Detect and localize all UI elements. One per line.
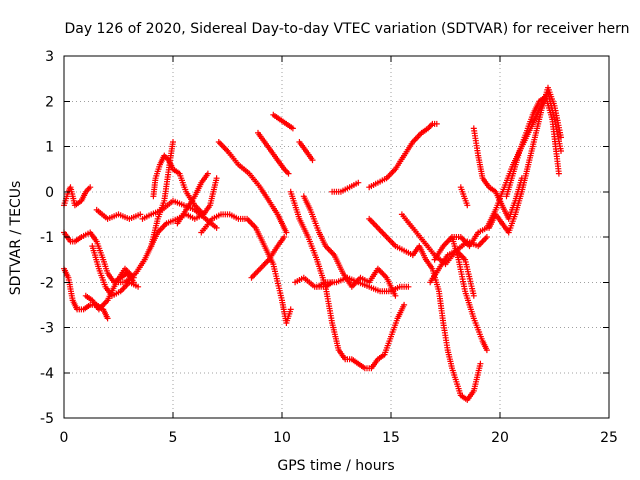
series-sat-q [296, 139, 316, 164]
series-points-sat-ac [457, 184, 471, 209]
series-sat-u [313, 274, 412, 295]
series-points-sat-a [61, 184, 94, 209]
series-sat-l [198, 211, 294, 326]
x-tick-label: 15 [382, 430, 400, 446]
series-points-sat-w [366, 120, 440, 191]
x-tick-label: 10 [273, 430, 291, 446]
series-points-sat-p [255, 129, 292, 177]
series-sat-v [329, 179, 362, 195]
series-sat-ac [457, 184, 471, 209]
series-points-sat-r [287, 188, 408, 372]
plot-frame [63, 55, 610, 419]
series-points-sat-n [248, 234, 288, 281]
series-sat-m [215, 139, 290, 236]
series-points-sat-v [329, 179, 362, 195]
series-points-sat-u [313, 274, 412, 295]
x-tick-label: 0 [60, 430, 69, 446]
series-sat-k [174, 170, 211, 227]
series-sat-j [148, 175, 220, 250]
y-tick-label: 0 [45, 185, 54, 201]
series-points-sat-m [215, 139, 290, 236]
series-sat-b [61, 229, 137, 286]
series-points-sat-ad [470, 125, 525, 222]
y-tick-label: -3 [40, 321, 54, 337]
series-points-sat-k [174, 170, 211, 227]
series-sat-p [255, 129, 292, 177]
series-points-sat-q [296, 139, 316, 164]
series-points-sat-af [503, 93, 562, 200]
x-tick-label: 20 [491, 430, 509, 446]
x-axis-label: GPS time / hours [277, 458, 394, 474]
series-sat-af [503, 93, 562, 200]
series-points-sat-x [366, 215, 484, 403]
y-tick-label: -5 [40, 411, 54, 427]
series-points-sat-ae [486, 84, 564, 236]
series-sat-e [82, 265, 137, 313]
series-sat-g [111, 139, 176, 286]
y-tick-label: 1 [45, 140, 54, 156]
series-points-sat-g [111, 139, 176, 286]
series-sat-f [93, 206, 144, 222]
series-sat-r [287, 188, 408, 372]
series-points-sat-o [270, 111, 296, 132]
series-points-sat-t [300, 193, 399, 299]
series-points-sat-l [198, 211, 294, 326]
chart-title: Day 126 of 2020, Sidereal Day-to-day VTE… [64, 21, 629, 37]
x-tick-label: 5 [169, 430, 178, 446]
series-sat-i [150, 152, 207, 218]
x-tick-label: 25 [600, 430, 618, 446]
series-sat-ad [470, 125, 525, 222]
grid-layer [64, 56, 609, 418]
series-sat-x [366, 215, 484, 403]
series-points-sat-z [427, 247, 477, 299]
series-points-sat-e [82, 265, 137, 313]
y-axis-label: SDTVAR / TECUs [8, 181, 24, 296]
y-tick-label: 3 [45, 49, 54, 65]
series-sat-o [270, 111, 296, 132]
series-sat-z [427, 247, 477, 299]
y-tick-label: -1 [40, 230, 54, 246]
series-sat-a [61, 184, 94, 209]
axes-layer: 0 5 10 15 20 25 -5 -4 -3 -2 -1 0 1 2 3 [40, 49, 618, 446]
y-tick-label: -2 [40, 275, 54, 291]
series-sat-ae [486, 84, 564, 236]
y-tick-label: -4 [40, 366, 54, 382]
series-points-sat-f [93, 206, 144, 222]
series-layer [61, 84, 564, 403]
series-sat-w [366, 120, 440, 191]
series-points-sat-b [61, 229, 137, 286]
series-sat-n [248, 234, 288, 281]
series-sat-t [300, 193, 399, 299]
series-points-sat-i [150, 152, 207, 218]
y-tick-label: 2 [45, 94, 54, 110]
